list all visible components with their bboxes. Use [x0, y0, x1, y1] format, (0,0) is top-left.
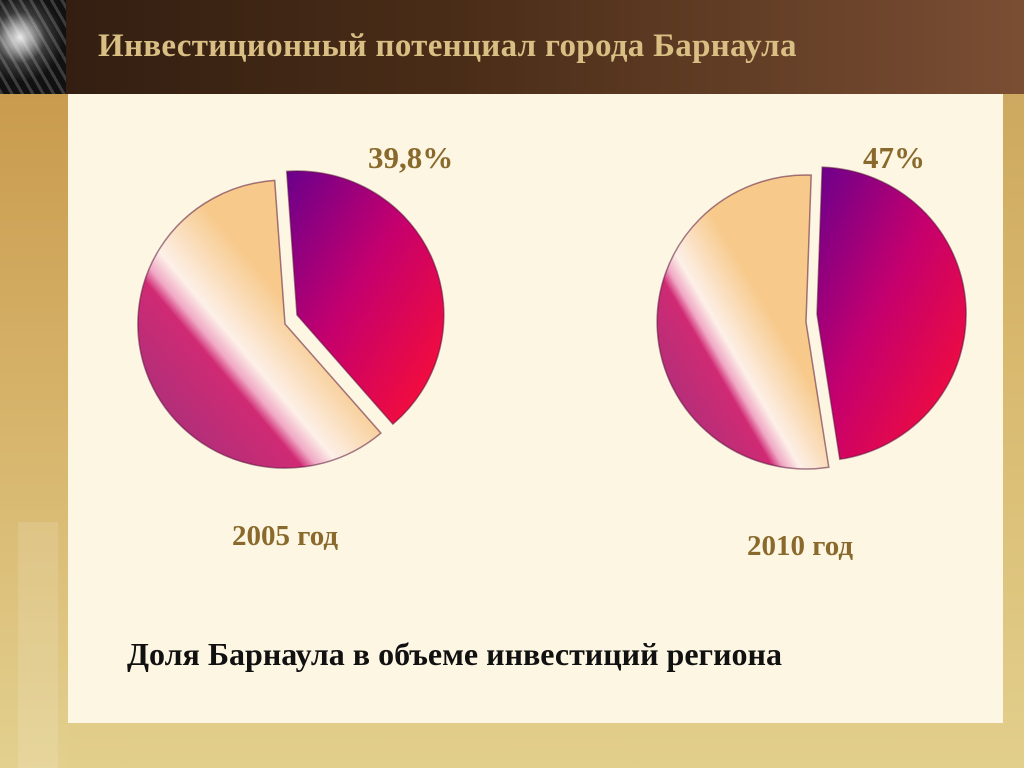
pie-2010-share-slice — [816, 166, 967, 461]
corner-photo — [0, 0, 66, 94]
pie-2010-rest-slice — [656, 174, 830, 470]
pie-2010-share-label: 47% — [863, 140, 925, 175]
pie-chart-2010 — [656, 166, 967, 470]
pie-chart-2005 — [137, 170, 445, 469]
pie-2005-share-label: 39,8% — [368, 140, 454, 175]
pie-2005-year-label: 2005 год — [232, 520, 339, 552]
slide-title: Инвестиционный потенциал города Барнаула — [98, 28, 797, 64]
pie-2005-share-slice — [285, 170, 445, 426]
chart-caption: Доля Барнаула в объеме инвестиций регион… — [127, 636, 782, 672]
title-bar: Инвестиционный потенциал города Барнаула — [0, 0, 1024, 94]
left-decor-block — [18, 522, 58, 768]
pie-2005-rest-slice — [137, 179, 382, 469]
pie-2010-year-label: 2010 год — [747, 530, 854, 562]
left-decor-strip — [0, 94, 68, 768]
